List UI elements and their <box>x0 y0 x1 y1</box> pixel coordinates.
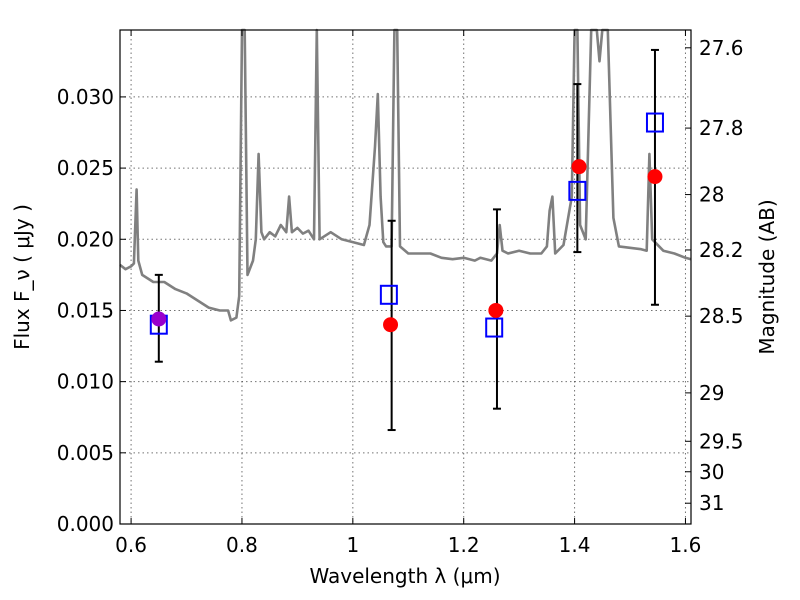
x-axis-title: Wavelength λ (μm) <box>309 564 500 588</box>
square-marker <box>485 317 504 338</box>
x-axis-ticks: 0.6 0.8 1 1.2 1.4 1.6 <box>115 30 701 557</box>
x-tick-label: 1 <box>346 533 359 557</box>
y-tick-label: 0.020 <box>57 227 114 251</box>
plot-frame <box>119 29 692 525</box>
right-tick-label: 27.6 <box>699 36 744 60</box>
circle-marker <box>571 159 587 175</box>
square-marker <box>645 112 664 133</box>
circle-marker <box>383 317 399 333</box>
right-tick-label: 28 <box>699 183 724 207</box>
square-marker <box>379 284 398 305</box>
right-axis-ticks: 27.6 27.8 28 28.2 28.5 29 29.5 30 31 <box>685 36 744 515</box>
circle-marker <box>647 169 663 185</box>
grid-lines <box>120 30 691 525</box>
right-tick-label: 28.5 <box>699 304 744 328</box>
y-tick-label: 0.000 <box>57 512 114 536</box>
y-axis-title: Flux F_ν ( μJy ) <box>10 204 34 350</box>
y-tick-label: 0.025 <box>57 156 114 180</box>
x-tick-label: 0.8 <box>226 533 258 557</box>
spectrum-layer <box>119 28 692 322</box>
errorbar-layer <box>154 48 659 432</box>
y-axis-ticks: 0.000 0.005 0.010 0.015 0.020 0.025 0.030 <box>57 85 126 536</box>
spectrum-line <box>119 28 692 322</box>
x-tick-label: 1.6 <box>670 533 702 557</box>
x-tick-label: 1.4 <box>559 533 591 557</box>
circle-marker <box>151 311 167 327</box>
square-marker <box>568 180 587 201</box>
right-tick-label: 31 <box>699 491 724 515</box>
x-tick-label: 1.2 <box>448 533 480 557</box>
right-tick-label: 27.8 <box>699 116 744 140</box>
right-tick-label: 29.5 <box>699 429 744 453</box>
marker-layer <box>149 112 664 338</box>
right-tick-label: 30 <box>699 460 724 484</box>
y-tick-label: 0.010 <box>57 370 114 394</box>
right-tick-label: 28.2 <box>699 238 744 262</box>
x-tick-label: 0.6 <box>115 533 147 557</box>
circle-marker <box>488 302 504 318</box>
y-tick-label: 0.015 <box>57 298 114 322</box>
y-tick-label: 0.005 <box>57 441 114 465</box>
right-tick-label: 29 <box>699 381 724 405</box>
right-axis-title: Magnitude (AB) <box>755 199 779 354</box>
y-tick-label: 0.030 <box>57 85 114 109</box>
